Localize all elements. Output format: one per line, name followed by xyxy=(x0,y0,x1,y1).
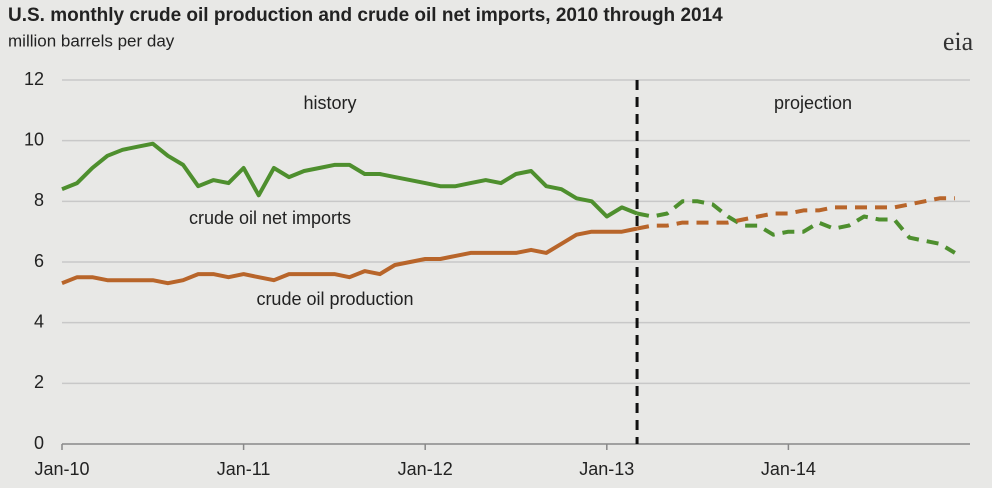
x-tick-label: Jan-13 xyxy=(579,459,634,479)
y-tick-label: 8 xyxy=(34,190,44,210)
x-tick-label: Jan-14 xyxy=(761,459,816,479)
chart-title: U.S. monthly crude oil production and cr… xyxy=(8,5,723,26)
history-line xyxy=(61,226,638,286)
series-label: crude oil production xyxy=(256,289,413,309)
logo: eia xyxy=(943,27,974,56)
series-label: crude oil net imports xyxy=(189,208,351,228)
y-tick-label: 2 xyxy=(34,372,44,392)
x-tick-label: Jan-10 xyxy=(34,459,89,479)
chart-subtitle: million barrels per day xyxy=(8,31,175,50)
projection-line xyxy=(636,199,956,255)
history-line xyxy=(61,141,638,219)
annotation: history xyxy=(303,93,356,113)
projection-line xyxy=(636,196,955,231)
y-tick-label: 4 xyxy=(34,311,44,331)
y-tick-label: 12 xyxy=(24,69,44,89)
annotation: projection xyxy=(774,93,852,113)
y-tick-label: 0 xyxy=(34,433,44,453)
x-tick-label: Jan-11 xyxy=(217,459,271,479)
y-tick-label: 10 xyxy=(24,129,44,149)
x-tick-label: Jan-12 xyxy=(398,459,453,479)
y-tick-label: 6 xyxy=(34,251,44,271)
